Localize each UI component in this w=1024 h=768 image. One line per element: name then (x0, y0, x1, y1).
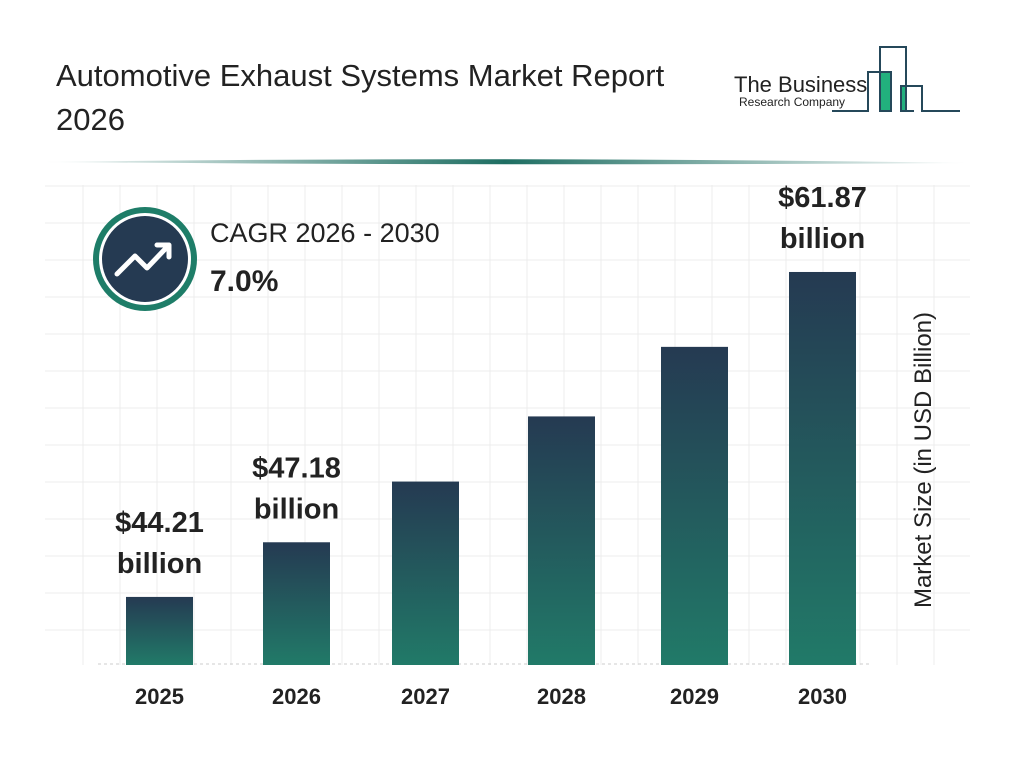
data-label-unit: billion (780, 223, 865, 255)
logo-text: The Business (734, 72, 868, 97)
cagr-value: 7.0% (210, 265, 279, 298)
data-label-value: $61.87 (778, 182, 867, 214)
x-tick-label: 2026 (272, 684, 321, 709)
x-tick-label: 2028 (537, 684, 586, 709)
logo-subtext: Research Company (739, 95, 846, 109)
bar-2027 (392, 481, 459, 665)
bar-2025 (126, 596, 193, 665)
bar-2026 (263, 542, 330, 665)
y-axis-label: Market Size (in USD Billion) (910, 311, 937, 609)
data-label-unit: billion (117, 548, 202, 580)
logo (832, 46, 960, 112)
x-tick-label: 2030 (798, 684, 847, 709)
header-divider (40, 159, 970, 165)
bar-2029 (661, 346, 728, 665)
bar-2030 (789, 271, 856, 665)
cagr-label: CAGR 2026 - 2030 (210, 218, 440, 248)
x-tick-label: 2025 (135, 684, 184, 709)
data-label-value: $47.18 (252, 452, 341, 484)
x-tick-label: 2027 (401, 684, 450, 709)
trending-up-icon (93, 207, 197, 311)
bar-2028 (528, 416, 595, 665)
data-label-unit: billion (254, 493, 339, 525)
data-label-value: $44.21 (115, 507, 204, 539)
x-tick-label: 2029 (670, 684, 719, 709)
page-title: Automotive Exhaust Systems Market Report… (56, 58, 665, 137)
